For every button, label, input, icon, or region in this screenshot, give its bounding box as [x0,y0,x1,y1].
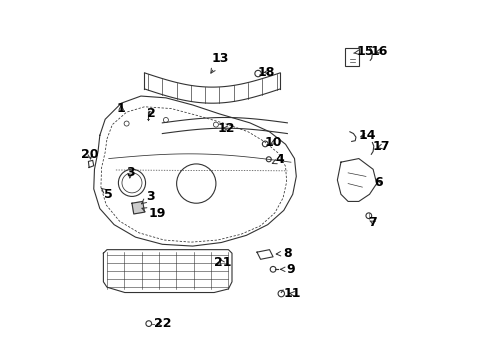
Text: 14: 14 [358,129,375,142]
Text: 4: 4 [272,153,284,166]
Text: 18: 18 [258,66,275,78]
Text: 5: 5 [101,188,113,201]
Text: 7: 7 [367,216,376,229]
Text: 11: 11 [283,287,300,300]
Text: 2: 2 [147,107,156,120]
Text: 17: 17 [371,140,389,153]
Polygon shape [132,202,144,214]
Text: 20: 20 [81,148,99,161]
Text: 13: 13 [210,52,228,73]
Text: 15: 15 [353,45,373,58]
Text: 21: 21 [213,256,231,269]
Text: 3: 3 [141,190,155,204]
Text: 1: 1 [117,102,125,115]
Text: 8: 8 [276,247,291,260]
Text: 12: 12 [217,122,234,135]
Text: 16: 16 [370,45,387,58]
Bar [344,48,358,66]
Text: 22: 22 [153,317,171,330]
Text: 6: 6 [373,176,382,189]
Text: 10: 10 [264,136,282,149]
Text: 19: 19 [142,207,165,220]
Text: 9: 9 [280,263,294,276]
Text: 3: 3 [125,166,134,179]
